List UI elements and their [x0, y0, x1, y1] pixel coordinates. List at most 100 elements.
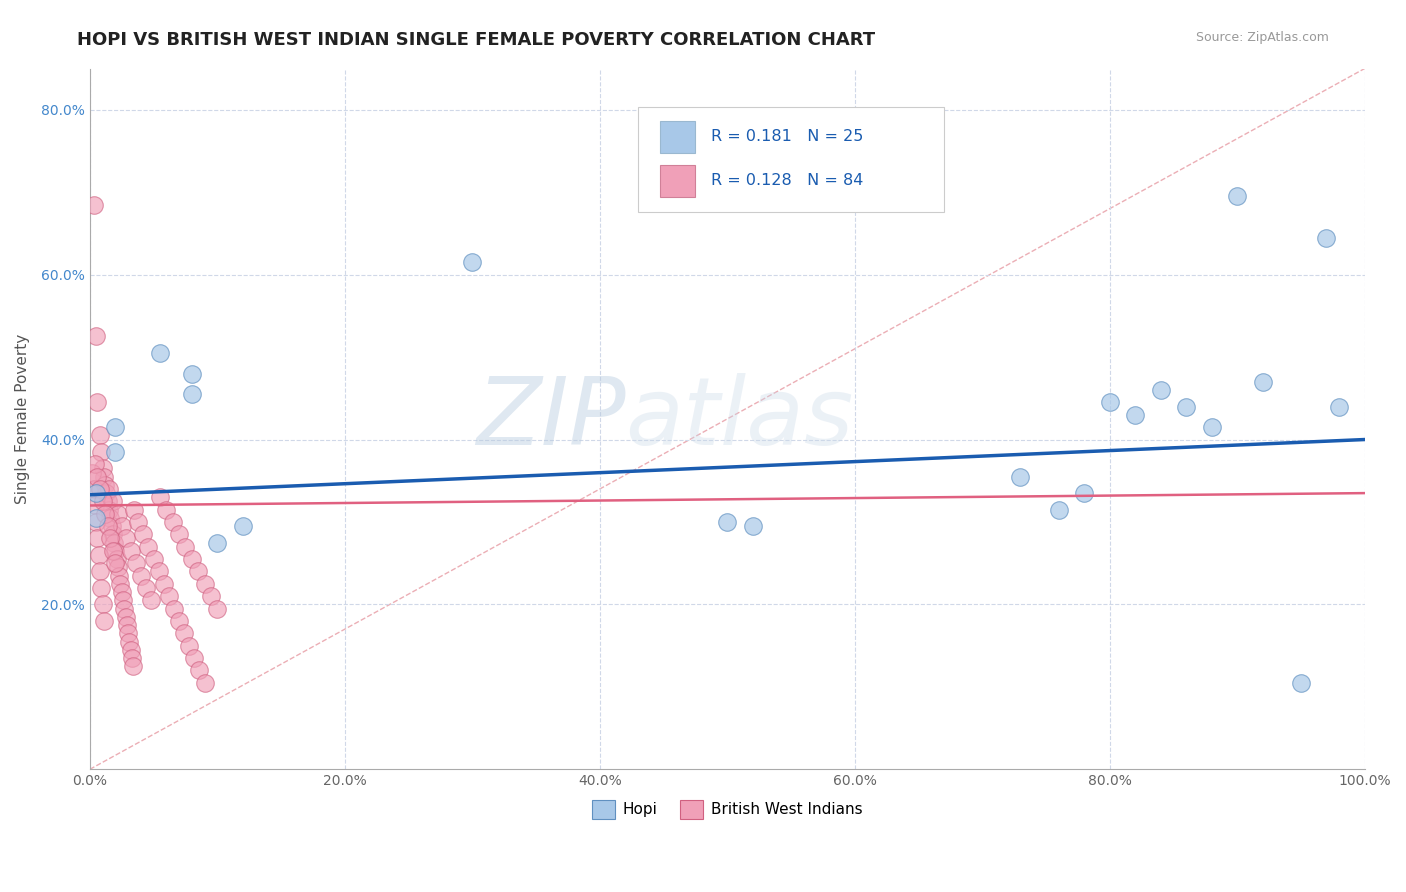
Point — [188, 664, 211, 678]
Point — [93, 614, 115, 628]
Point — [174, 540, 197, 554]
Point — [148, 565, 170, 579]
Point — [207, 535, 229, 549]
Point — [1098, 395, 1121, 409]
Point — [97, 494, 120, 508]
Point — [149, 346, 172, 360]
Y-axis label: Single Female Poverty: Single Female Poverty — [15, 334, 30, 504]
Point — [194, 576, 217, 591]
Point — [90, 581, 112, 595]
Point — [121, 651, 143, 665]
Point — [117, 626, 139, 640]
Point — [741, 519, 763, 533]
Point — [96, 486, 118, 500]
Point — [232, 519, 254, 533]
Point — [163, 601, 186, 615]
Point — [86, 532, 108, 546]
Text: HOPI VS BRITISH WEST INDIAN SINGLE FEMALE POVERTY CORRELATION CHART: HOPI VS BRITISH WEST INDIAN SINGLE FEMAL… — [77, 31, 876, 49]
FancyBboxPatch shape — [638, 107, 943, 212]
Point — [179, 639, 201, 653]
Point — [1327, 400, 1350, 414]
Point — [1150, 383, 1173, 397]
Point — [149, 490, 172, 504]
Text: Source: ZipAtlas.com: Source: ZipAtlas.com — [1195, 31, 1329, 45]
Point — [104, 445, 127, 459]
Point — [167, 527, 190, 541]
Point — [108, 568, 131, 582]
Text: R = 0.128   N = 84: R = 0.128 N = 84 — [710, 173, 863, 188]
Point — [167, 614, 190, 628]
Point — [104, 544, 127, 558]
Point — [98, 511, 121, 525]
Point — [122, 659, 145, 673]
Point — [101, 494, 124, 508]
Point — [194, 675, 217, 690]
Point — [120, 544, 142, 558]
Point — [129, 568, 152, 582]
Point — [82, 466, 104, 480]
Point — [125, 556, 148, 570]
Point — [115, 618, 138, 632]
Point — [1010, 469, 1032, 483]
Point — [120, 642, 142, 657]
Point — [180, 387, 202, 401]
Point — [118, 634, 141, 648]
Point — [138, 540, 160, 554]
Point — [84, 486, 107, 500]
Point — [89, 565, 111, 579]
Text: R = 0.181   N = 25: R = 0.181 N = 25 — [710, 129, 863, 144]
Point — [112, 601, 135, 615]
Point — [84, 329, 107, 343]
Point — [207, 601, 229, 615]
Point — [152, 576, 174, 591]
Point — [104, 420, 127, 434]
Point — [93, 469, 115, 483]
Point — [105, 552, 128, 566]
Point — [91, 598, 114, 612]
FancyBboxPatch shape — [659, 121, 696, 153]
Point — [98, 502, 121, 516]
Point — [110, 576, 132, 591]
Point — [180, 552, 202, 566]
Point — [132, 527, 155, 541]
Point — [1047, 502, 1070, 516]
Point — [1175, 400, 1198, 414]
Point — [91, 494, 114, 508]
Point — [89, 428, 111, 442]
Point — [183, 651, 205, 665]
Point — [127, 515, 149, 529]
Point — [1123, 408, 1146, 422]
Point — [1289, 675, 1312, 690]
Point — [155, 502, 177, 516]
Point — [107, 560, 129, 574]
Point — [162, 515, 184, 529]
Point — [83, 197, 105, 211]
Point — [157, 589, 180, 603]
Point — [98, 482, 121, 496]
Point — [200, 589, 222, 603]
Point — [716, 515, 738, 529]
Point — [111, 585, 134, 599]
Point — [94, 507, 117, 521]
Point — [180, 367, 202, 381]
Point — [1226, 189, 1249, 203]
Point — [100, 519, 122, 533]
Text: atlas: atlas — [626, 374, 853, 465]
Point — [114, 609, 136, 624]
Point — [111, 593, 134, 607]
Point — [101, 527, 124, 541]
Point — [104, 556, 127, 570]
Point — [84, 457, 107, 471]
Point — [173, 626, 195, 640]
Point — [98, 532, 121, 546]
Point — [114, 532, 136, 546]
Point — [84, 511, 107, 525]
Point — [84, 515, 107, 529]
Point — [135, 581, 157, 595]
Point — [91, 461, 114, 475]
Point — [124, 502, 146, 516]
Point — [84, 499, 107, 513]
Point — [101, 544, 124, 558]
Point — [111, 519, 134, 533]
Point — [86, 395, 108, 409]
